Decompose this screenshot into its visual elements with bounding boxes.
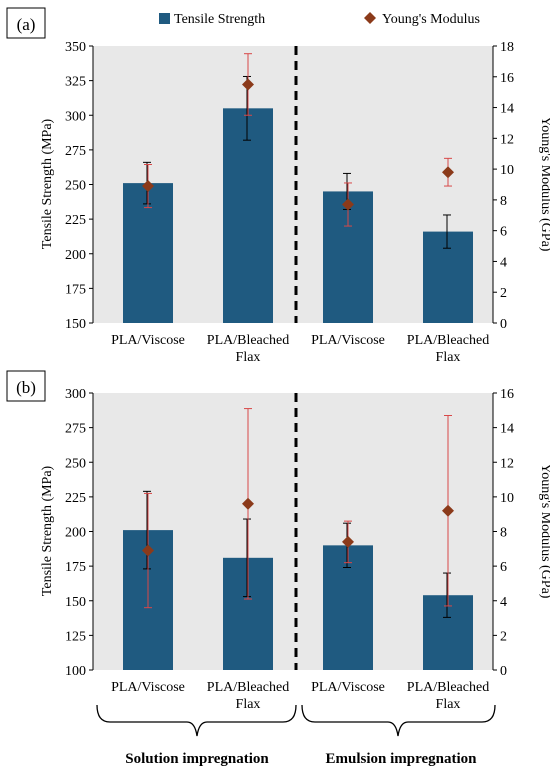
panel-a-modulus-marker xyxy=(142,180,154,193)
group-label-emulsion: Emulsion impregnation xyxy=(325,751,477,767)
panel-a-modulus-marker xyxy=(342,198,354,211)
panel-a-y2tick-label: 12 xyxy=(500,132,514,147)
panel-a-ytick-label: 250 xyxy=(65,179,86,194)
panel-a-ytick-label: 200 xyxy=(65,248,86,263)
panel-a-ytick-label: 150 xyxy=(65,317,86,332)
panel-b-category-label: PLA/Bleached Flax xyxy=(407,680,489,712)
panel-a-y2label: Young's Modulus (GPa) xyxy=(538,117,550,252)
panel-b-y2tick-label: 10 xyxy=(500,491,514,506)
panel-a-y2tick-label: 4 xyxy=(500,255,507,270)
panel-a-category-label: PLA/Viscose xyxy=(311,333,385,348)
brace-emulsion xyxy=(301,704,496,737)
panel-a-ylabel: Tensile Strength (MPa) xyxy=(40,118,55,249)
panel-b-y2tick-label: 0 xyxy=(500,664,507,679)
panel-b-ytick-label: 200 xyxy=(65,526,86,541)
panel-a-category-label: PLA/Bleached Flax xyxy=(207,333,289,365)
panel-a-label: (a) xyxy=(17,15,36,34)
panel-b-modulus-marker xyxy=(442,504,454,517)
panel-b-ytick-label: 275 xyxy=(65,422,86,437)
legend-label-tensile: Tensile Strength xyxy=(174,12,265,27)
panel-a-ytick-label: 300 xyxy=(65,109,86,124)
panel-b-y2tick-label: 4 xyxy=(500,595,507,610)
panel-b-bar xyxy=(423,595,473,670)
panel-a-y2tick-label: 10 xyxy=(500,163,514,178)
panel-b-modulus-marker xyxy=(242,497,254,510)
panel-b-ytick-label: 125 xyxy=(65,629,86,644)
legend-marker-modulus xyxy=(364,12,376,24)
legend-label-modulus: Young's Modulus xyxy=(382,12,480,27)
panel-b-y2tick-label: 6 xyxy=(500,560,507,575)
panel-a-label-box xyxy=(6,7,46,39)
brace-solution xyxy=(96,704,297,737)
panel-b-category-label: PLA/Viscose xyxy=(311,680,385,695)
panel-b-category-label: PLA/Bleached Flax xyxy=(207,680,289,712)
panel-b-y2tick-label: 2 xyxy=(500,629,507,644)
panel-b-y2tick-label: 14 xyxy=(500,422,514,437)
panel-b-ytick-label: 150 xyxy=(65,595,86,610)
panel-a-ytick-label: 225 xyxy=(65,213,86,228)
panel-a-bar xyxy=(223,108,273,323)
panel-a-category-label: PLA/Bleached Flax xyxy=(407,333,489,365)
panel-b-modulus-marker xyxy=(342,535,354,548)
panel-b-bar xyxy=(323,545,373,670)
panel-a-y2tick-label: 2 xyxy=(500,286,507,301)
group-label-solution: Solution impregnation xyxy=(125,751,269,767)
panel-b: (b) Tensile Strength (MPa) Young's Modul… xyxy=(6,370,550,712)
panel-a-ytick-label: 275 xyxy=(65,144,86,159)
panel-b-label: (b) xyxy=(16,378,36,397)
panel-b-category-label: PLA/Viscose xyxy=(111,680,185,695)
panel-a-y2tick-label: 16 xyxy=(500,71,514,86)
panel-a-y2tick-label: 18 xyxy=(500,40,514,55)
panel-a-category-label: PLA/Viscose xyxy=(111,333,185,348)
panel-b-y2tick-label: 12 xyxy=(500,456,514,471)
panel-a-y2tick-label: 0 xyxy=(500,317,507,332)
panel-b-ytick-label: 300 xyxy=(65,387,86,402)
panel-a-y2tick-label: 14 xyxy=(500,102,514,117)
legend-marker-tensile xyxy=(159,13,170,24)
panel-b-label-box xyxy=(6,370,46,402)
panel-b-y2tick-label: 16 xyxy=(500,387,514,402)
panel-a-bar xyxy=(423,231,473,323)
panel-b-ylabel: Tensile Strength (MPa) xyxy=(40,465,55,596)
panel-b-y2label: Young's Modulus (GPa) xyxy=(538,464,550,599)
panel-b-modulus-marker xyxy=(142,544,154,557)
panel-a-modulus-marker xyxy=(242,78,254,91)
panel-b-y2tick-label: 8 xyxy=(500,526,507,541)
panel-a-ytick-label: 325 xyxy=(65,75,86,90)
group-braces: Solution impregnation Emulsion impregnat… xyxy=(96,704,496,767)
panel-a-ytick-label: 175 xyxy=(65,282,86,297)
panel-a-y2tick-label: 8 xyxy=(500,194,507,209)
panel-a-y2tick-label: 6 xyxy=(500,225,507,240)
panel-a-ytick-label: 350 xyxy=(65,40,86,55)
panel-b-ytick-label: 175 xyxy=(65,560,86,575)
panel-b-ytick-label: 250 xyxy=(65,456,86,471)
panel-b-ytick-label: 100 xyxy=(65,664,86,679)
panel-a-modulus-marker xyxy=(442,166,454,179)
panel-b-ytick-label: 225 xyxy=(65,491,86,506)
panel-a: (a) Tensile Strength (MPa) Young's Modul… xyxy=(6,7,550,365)
legend: Tensile Strength Young's Modulus xyxy=(159,12,480,27)
